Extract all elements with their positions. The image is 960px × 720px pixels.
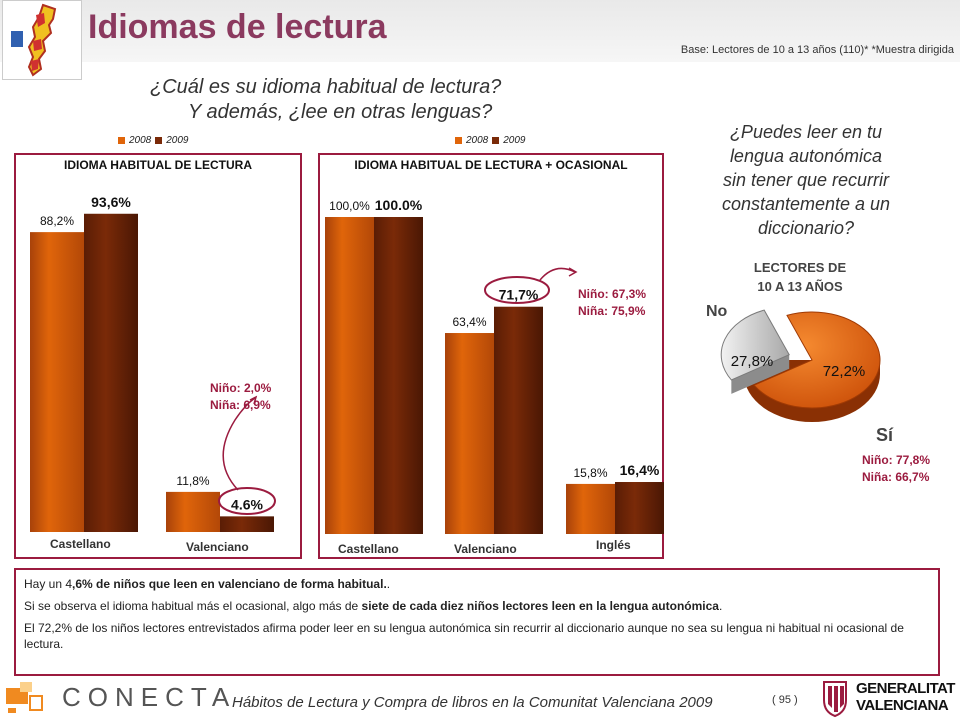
pie-title-line2: 10 A 13 AÑOS: [757, 279, 843, 294]
legend-2008-swatch: [455, 137, 462, 144]
conecta-wordmark: CONECTA: [62, 682, 237, 712]
pie-title-line1: LECTORES DE: [753, 260, 847, 275]
panel-habitual: [14, 153, 302, 559]
pie-title: LECTORES DE 10 A 13 AÑOS: [740, 258, 860, 296]
note-2a: Si se observa el idioma habitual más el …: [24, 599, 362, 613]
generalitat-line2: VALENCIANA: [856, 697, 949, 714]
base-note: Base: Lectores de 10 a 13 años (110)* *M…: [680, 44, 954, 56]
pie-value-si: 72,2%: [823, 363, 866, 380]
region-map-icon: [11, 3, 57, 77]
note-1c: .: [386, 577, 391, 591]
header-bar: [0, 0, 960, 62]
chart1-cat-castellano: Castellano: [50, 537, 111, 551]
legend-2009-label: 2009: [503, 135, 526, 146]
chart1-annotation: Niño: 2,0% Niña: 6,9%: [210, 380, 271, 414]
pie-annotation: Niño: 77,8% Niña: 66,7%: [862, 452, 930, 486]
note-1b: ,6% de niños que leen en valenciano de f…: [72, 577, 387, 591]
chart2-cat-castellano: Castellano: [338, 542, 399, 556]
right-question-line2: lengua autonómica: [729, 146, 883, 166]
chart1-annotation-nina: Niña: 6,9%: [210, 398, 271, 412]
chart2-annotation-nino: Niño: 67,3%: [578, 287, 647, 301]
question-sub: Y además, ¿lee en otras lenguas?: [188, 101, 493, 123]
pie-label-no: No: [706, 303, 728, 320]
pie-annotation-nino: Niño: 77,8%: [862, 453, 931, 467]
footer: CONECTA Hábitos de Lectura y Compra de l…: [0, 678, 960, 720]
legend-ocasional: 2008 2009: [455, 135, 526, 146]
pie-label-si: Sí: [876, 425, 894, 445]
note-paragraph-1: Hay un 4,6% de niños que leen en valenci…: [24, 576, 930, 592]
chart2-cat-ingles: Inglés: [596, 538, 631, 552]
legend-habitual: 2008 2009: [118, 135, 189, 146]
right-question-line4: constantemente a un: [721, 194, 891, 214]
right-question-line1: ¿Puedes leer en tu: [729, 122, 883, 142]
pie-slice-no-side: [731, 354, 790, 394]
note-paragraph-3: El 72,2% de los niños lectores entrevist…: [24, 621, 904, 651]
generalitat-emblem-icon: [823, 681, 847, 718]
chart1-annotation-nino: Niño: 2,0%: [210, 381, 272, 395]
legend-2009-swatch: [492, 137, 500, 144]
legend-2008-label: 2008: [466, 135, 489, 146]
note-1a: Hay un 4: [24, 577, 73, 591]
legend-2008-label: 2008: [129, 135, 152, 146]
right-question-line3: sin tener que recurrir: [722, 170, 890, 190]
legend-2008-swatch: [118, 137, 125, 144]
pie-slice-si-side: [744, 360, 880, 422]
panel-habitual-ocasional: [318, 153, 664, 559]
pie-value-no: 27,8%: [731, 353, 774, 370]
chart2-annotation: Niño: 67,3% Niña: 75,9%: [578, 286, 646, 320]
chart2-cat-valenciano: Valenciano: [454, 542, 517, 556]
chart2-title: IDIOMA HABITUAL DE LECTURA + OCASIONAL: [354, 158, 628, 172]
conecta-logo-icon: [6, 682, 43, 713]
page-number: ( 95 ): [772, 694, 798, 706]
pie-annotation-nina: Niña: 66,7%: [862, 470, 930, 484]
pie-slice-no: [720, 309, 790, 381]
note-2c: .: [718, 599, 723, 613]
right-question: ¿Puedes leer en tu lengua autonómica sin…: [700, 120, 912, 240]
generalitat-line1: GENERALITAT: [856, 680, 955, 697]
note-paragraph-2: Si se observa el idioma habitual más el …: [24, 598, 930, 614]
chart1-title: IDIOMA HABITUAL DE LECTURA: [64, 158, 252, 172]
chart1-cat-valenciano: Valenciano: [186, 540, 249, 554]
notes-box: Hay un 4,6% de niños que leen en valenci…: [14, 568, 940, 676]
question-main: ¿Cuál es su idioma habitual de lectura?: [150, 76, 502, 98]
legend-2009-swatch: [155, 137, 163, 144]
page-title: Idiomas de lectura: [88, 8, 387, 46]
region-map-logo: [2, 0, 82, 80]
right-question-line5: diccionario?: [757, 218, 855, 238]
legend-2009-label: 2009: [166, 135, 189, 146]
chart2-annotation-nina: Niña: 75,9%: [578, 304, 646, 318]
pie-slice-si: [753, 311, 881, 409]
note-2b: siete de cada diez niños lectores leen e…: [361, 599, 719, 613]
study-title: Hábitos de Lectura y Compra de libros en…: [232, 694, 713, 711]
